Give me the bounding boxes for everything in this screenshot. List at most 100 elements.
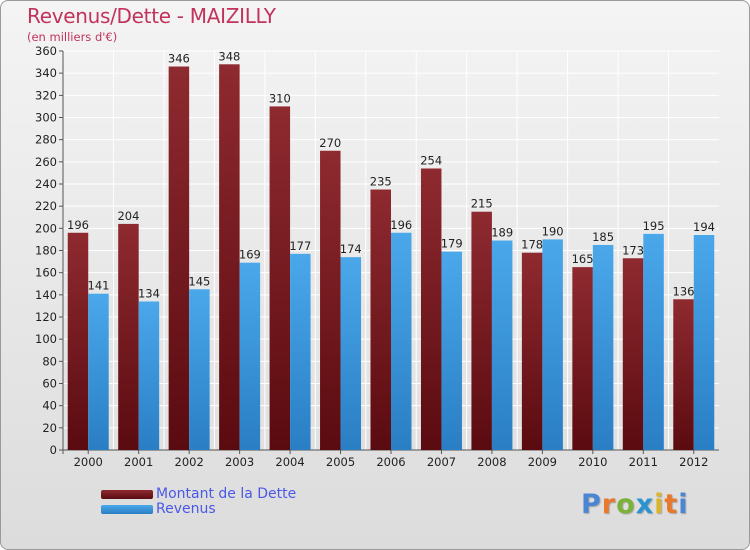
data-label-dette: 310 <box>269 91 291 105</box>
y-tick-label: 340 <box>35 66 57 80</box>
logo-letter: i <box>654 489 665 520</box>
data-label-revenus: 196 <box>390 218 412 232</box>
bar-revenus <box>693 234 715 450</box>
y-tick-label: 140 <box>35 288 57 302</box>
data-label-revenus: 194 <box>693 220 715 234</box>
proxiti-logo: Proxiti <box>581 489 689 520</box>
bar-dette <box>572 267 593 450</box>
x-tick-label: 2007 <box>427 455 456 469</box>
y-tick-label: 100 <box>35 332 57 346</box>
bar-revenus <box>391 232 412 450</box>
chart-subtitle: (en milliers d'€) <box>27 30 118 44</box>
data-label-dette: 270 <box>319 136 341 150</box>
data-label-dette: 165 <box>572 252 594 266</box>
data-label-revenus: 145 <box>188 274 210 288</box>
bar-dette <box>320 150 341 450</box>
data-label-dette: 235 <box>370 175 392 189</box>
y-tick-label: 120 <box>35 310 57 324</box>
data-label-revenus: 190 <box>542 224 564 238</box>
data-label-dette: 173 <box>622 243 644 257</box>
bar-dette <box>471 211 492 450</box>
y-tick-label: 200 <box>35 221 57 235</box>
x-tick-label: 2000 <box>74 455 103 469</box>
data-label-revenus: 185 <box>592 230 614 244</box>
y-tick-label: 180 <box>35 244 57 258</box>
y-tick-label: 320 <box>35 88 57 102</box>
bar-dette <box>67 232 89 450</box>
bar-revenus <box>239 262 261 450</box>
bar-dette <box>673 299 694 450</box>
data-label-dette: 348 <box>218 49 240 63</box>
data-label-dette: 215 <box>471 197 493 211</box>
x-tick-label: 2002 <box>175 455 204 469</box>
bar-revenus <box>643 233 664 450</box>
bar-revenus <box>290 253 311 450</box>
data-label-revenus: 179 <box>441 237 463 251</box>
bar-dette <box>269 106 291 451</box>
bar-revenus <box>189 289 210 450</box>
logo-letter: t <box>664 489 679 520</box>
bar-dette <box>622 258 644 450</box>
x-tick-label: 2008 <box>477 455 506 469</box>
y-tick-label: 20 <box>42 421 57 435</box>
logo-letter: o <box>616 489 636 520</box>
x-tick-label: 2006 <box>376 455 405 469</box>
bar-revenus <box>88 293 109 450</box>
logo-letter: r <box>601 489 617 520</box>
y-tick-label: 80 <box>42 354 57 368</box>
legend-label-dette: Montant de la Dette <box>156 486 297 502</box>
axes: 0 20 40 60 80 100 120 140 160 180 200 220 240 260 280 3… <box>35 44 719 469</box>
legend-swatch-revenus <box>101 505 153 514</box>
data-label-revenus: 141 <box>88 279 110 293</box>
data-label-dette: 196 <box>67 218 89 232</box>
y-tick-label: 240 <box>35 177 57 191</box>
bar-dette <box>168 66 190 451</box>
bar-revenus <box>542 239 563 450</box>
bar-dette <box>118 223 139 450</box>
x-tick-label: 2012 <box>679 455 708 469</box>
bar-dette <box>521 252 543 450</box>
x-tick-label: 2003 <box>225 455 254 469</box>
y-tick-label: 220 <box>35 199 57 213</box>
y-tick-label: 60 <box>42 377 57 391</box>
bars <box>67 64 715 451</box>
logo-letter: P <box>581 489 602 520</box>
bar-dette <box>219 64 240 451</box>
legend-label-revenus: Revenus <box>156 501 216 517</box>
bar-revenus <box>491 240 513 450</box>
data-label-dette: 254 <box>420 153 442 167</box>
y-tick-label: 0 <box>50 443 57 457</box>
bar-revenus <box>340 257 362 450</box>
x-tick-label: 2004 <box>275 455 304 469</box>
bar-dette <box>420 168 442 450</box>
bar-revenus <box>592 244 614 450</box>
data-label-revenus: 177 <box>289 239 311 253</box>
x-tick-label: 2001 <box>124 455 153 469</box>
x-tick-label: 2010 <box>578 455 607 469</box>
y-tick-label: 40 <box>42 399 57 413</box>
data-label-revenus: 189 <box>491 226 513 240</box>
bar-revenus <box>441 251 462 450</box>
x-tick-label: 2005 <box>326 455 355 469</box>
x-tick-label: 2011 <box>629 455 658 469</box>
x-tick-label: 2009 <box>528 455 557 469</box>
data-label-dette: 178 <box>521 238 543 252</box>
bar-revenus <box>138 301 160 450</box>
legend-swatch-dette <box>101 490 153 499</box>
y-tick-label: 360 <box>35 44 57 58</box>
y-tick-label: 300 <box>35 111 57 125</box>
chart-title: Revenus/Dette - MAIZILLY <box>27 4 276 28</box>
logo-letter: i <box>678 489 689 520</box>
data-label-revenus: 174 <box>340 242 362 256</box>
data-label-dette: 346 <box>168 52 190 66</box>
data-label-revenus: 195 <box>643 219 665 233</box>
bar-dette <box>370 189 391 450</box>
y-tick-label: 260 <box>35 155 57 169</box>
data-label-revenus: 169 <box>239 248 261 262</box>
data-label-revenus: 134 <box>138 286 160 300</box>
y-tick-label: 160 <box>35 266 57 280</box>
data-label-dette: 136 <box>673 284 695 298</box>
y-tick-label: 280 <box>35 133 57 147</box>
logo-letter: x <box>635 489 655 520</box>
